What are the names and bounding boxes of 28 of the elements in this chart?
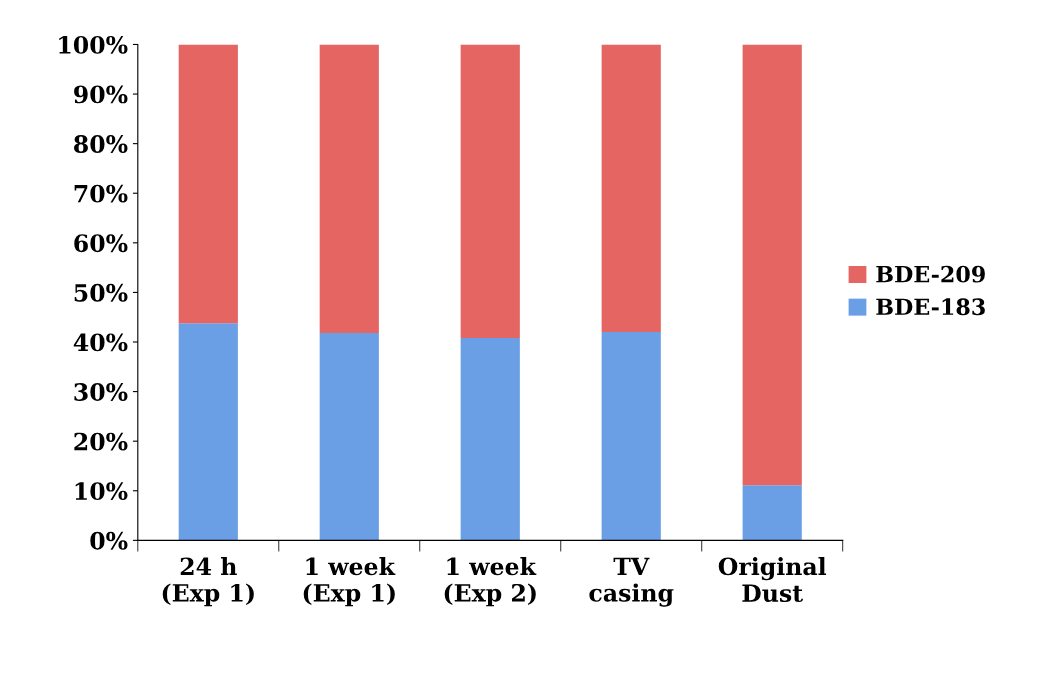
y-tick-label: 70%: [74, 184, 128, 203]
bar: [460, 338, 520, 541]
bar: [178, 323, 238, 541]
y-tick-label: 50%: [74, 283, 128, 302]
y-tick-label: 80%: [74, 135, 128, 153]
y-tick-label: 100%: [59, 35, 128, 54]
bar: [319, 333, 379, 541]
legend-label: BDE-183: [876, 298, 985, 316]
y-tick-label: 90%: [74, 85, 128, 104]
x-tick-label: TV casing: [589, 557, 674, 607]
y-tick-label: 30%: [74, 383, 128, 401]
bar: [178, 44, 238, 324]
y-tick-label: 10%: [75, 482, 128, 501]
y-tick-label: 0%: [90, 531, 128, 550]
bar: [319, 44, 379, 334]
bar: [460, 44, 520, 339]
bar: [742, 485, 802, 541]
x-tick-label: 1 week (Exp 2): [444, 557, 537, 607]
y-tick-label: 20%: [74, 432, 128, 451]
y-tick-label: 40%: [73, 333, 128, 352]
x-tick-label: Original Dust: [718, 557, 827, 603]
x-tick-label: 1 week (Exp 1): [303, 557, 396, 607]
bar: [601, 44, 661, 333]
legend-label: BDE-209: [876, 265, 985, 283]
y-tick-label: 60%: [74, 234, 128, 253]
bar: [742, 44, 802, 486]
x-tick-label: 24 h (Exp 1): [162, 557, 254, 607]
bar: [601, 332, 661, 541]
